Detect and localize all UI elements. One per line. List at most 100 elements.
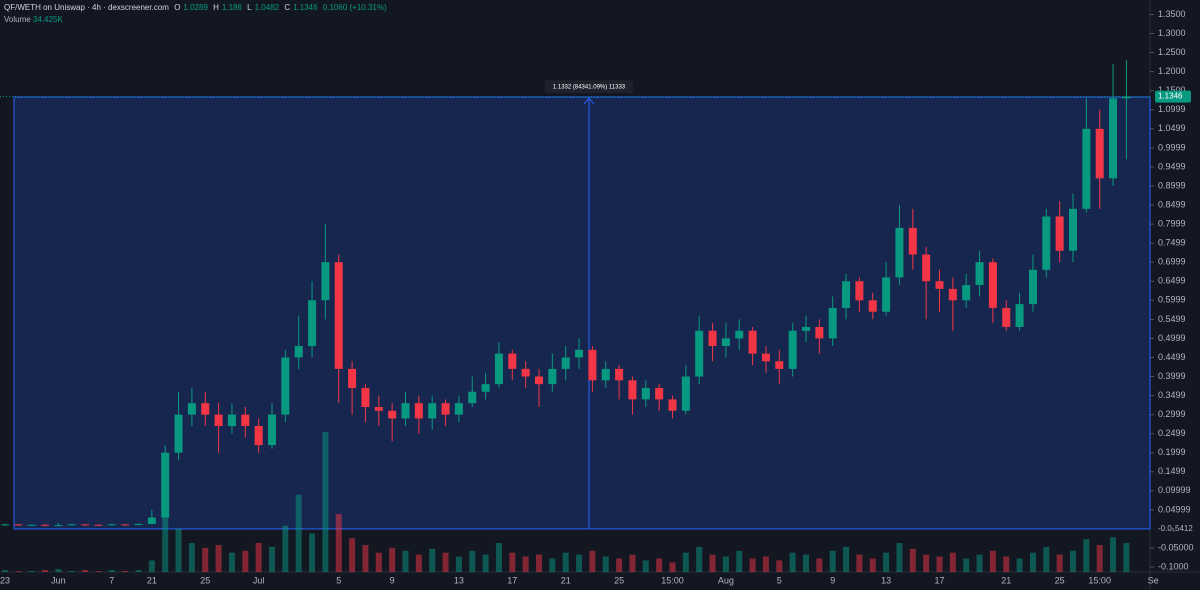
volume-bar: [202, 547, 209, 572]
volume-bar: [909, 548, 916, 572]
x-tick-label: 21: [1001, 575, 1011, 585]
volume-bar: [282, 525, 289, 572]
candle-body: [1069, 208, 1077, 251]
volume-bar: [829, 550, 836, 572]
candle-body: [41, 524, 50, 526]
volume-bar: [589, 550, 596, 572]
volume-bar: [1123, 543, 1130, 572]
candle-body: [161, 452, 170, 518]
candle-body: [1028, 269, 1037, 305]
x-tick-label: 9: [390, 575, 395, 585]
volume-bar: [883, 552, 890, 572]
volume-bar: [429, 548, 436, 572]
candle-body: [1095, 128, 1104, 179]
ohlc-key: C: [284, 3, 291, 12]
candle-body: [748, 330, 757, 354]
candle-body: [187, 403, 196, 415]
x-tick-label: 23: [0, 575, 10, 585]
candle-body: [81, 524, 90, 526]
y-tick-label: 1.2500: [1158, 47, 1186, 57]
volume-bar: [1029, 552, 1036, 572]
candle-body: [695, 330, 704, 377]
volume-bar: [255, 543, 262, 572]
y-tick-label: 0.3999: [1158, 371, 1186, 381]
volume-bar: [722, 556, 729, 572]
candle-body: [788, 330, 797, 369]
volume-bar: [602, 556, 609, 572]
arrow-head: [583, 97, 595, 105]
x-tick-label: Se: [1148, 575, 1159, 585]
candle-body: [481, 384, 490, 392]
candle-body: [268, 414, 276, 446]
candle-body: [134, 523, 143, 525]
candle-body: [254, 426, 263, 446]
volume-bar: [495, 543, 502, 572]
volume-bar: [949, 552, 956, 572]
x-tick-label: 5: [336, 575, 341, 585]
last-price-label: 1.1346: [1158, 92, 1183, 101]
volume-bar: [362, 544, 369, 572]
x-tick-label: 25: [200, 575, 210, 585]
volume-bar: [2, 570, 8, 572]
candle-body: [641, 387, 650, 400]
candle-body: [1, 524, 9, 526]
volume-bar: [228, 552, 235, 572]
volume-bar: [402, 550, 409, 572]
measure-label: 1.1332 (84341.09%) 11333: [553, 85, 626, 91]
volume-bar: [322, 432, 329, 572]
volume-bar: [68, 571, 75, 572]
volume-bar: [776, 560, 783, 572]
candle-body: [281, 357, 290, 415]
x-tick-label: 5: [777, 575, 782, 585]
candle-body: [361, 387, 370, 407]
volume-bar: [162, 514, 169, 572]
volume-bar: [28, 571, 35, 572]
volume-bar: [55, 569, 62, 572]
candle-body: [721, 338, 730, 347]
candle-body: [655, 387, 664, 400]
volume-legend: Volume 34.425K: [4, 15, 63, 24]
y-tick-label: 0.6499: [1158, 276, 1186, 286]
y-tick-label: -0.1000: [1158, 561, 1189, 571]
volume-bar: [936, 556, 943, 572]
change: 0.1060 (+10.31%): [322, 3, 387, 12]
volume-bar: [1070, 550, 1076, 572]
ohlc-key: O: [174, 3, 181, 12]
candle-body: [628, 380, 637, 400]
volume-bar: [375, 552, 382, 572]
candle-body: [414, 403, 423, 419]
candle-body: [828, 307, 837, 339]
volume-bar: [415, 554, 422, 572]
candle-body: [308, 300, 317, 347]
candle-body: [548, 368, 557, 385]
y-tick-label: 1.3000: [1158, 28, 1186, 38]
x-tick-label: 21: [561, 575, 571, 585]
candle-body: [1015, 304, 1024, 327]
volume-bar: [1043, 546, 1050, 572]
x-tick-label: 25: [614, 575, 624, 585]
candle-body: [561, 357, 570, 369]
candle-body: [668, 399, 677, 411]
volume-bar: [682, 552, 689, 572]
ohlc-key: H: [213, 3, 219, 12]
candle-body: [121, 524, 130, 526]
volume-bar: [736, 550, 743, 572]
volume-bar: [1096, 544, 1103, 572]
y-tick-label: 0.04999: [1158, 504, 1191, 514]
volume-bar: [1016, 558, 1023, 572]
volume-bar: [642, 560, 649, 572]
volume-bar: [1083, 539, 1090, 572]
volume-bar: [269, 546, 275, 572]
volume-bar: [616, 558, 623, 572]
candle-body: [1082, 128, 1091, 209]
volume-bar: [122, 571, 129, 572]
candle-body: [494, 353, 503, 385]
x-tick-label: 7: [109, 575, 114, 585]
candle-body: [374, 406, 383, 411]
volume-bar: [42, 570, 49, 572]
volume-bar: [549, 558, 556, 572]
y-tick-label: 0.8999: [1158, 180, 1186, 190]
title: QF/WETH on Uniswap · 4h · dexscreener.co…: [4, 3, 169, 12]
volume-bar: [1110, 537, 1117, 572]
candle-body: [214, 414, 223, 427]
